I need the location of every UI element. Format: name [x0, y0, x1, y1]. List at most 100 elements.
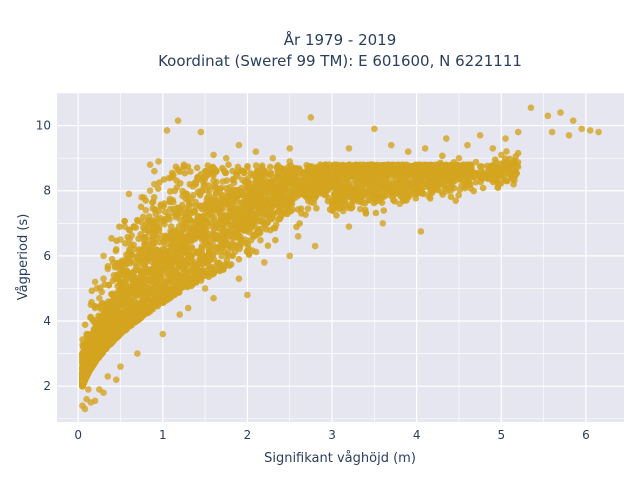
density-point — [134, 275, 141, 283]
density-point — [270, 224, 278, 232]
density-point — [313, 205, 320, 212]
density-point — [376, 167, 383, 175]
density-point — [156, 252, 163, 259]
density-point — [181, 169, 189, 177]
density-point — [193, 248, 201, 256]
density-point — [108, 290, 115, 298]
density-point — [200, 252, 207, 259]
density-point — [222, 169, 230, 177]
density-point — [156, 179, 163, 186]
density-point — [204, 162, 212, 169]
density-point — [81, 321, 89, 328]
density-point — [273, 200, 280, 208]
density-point — [259, 210, 267, 217]
density-point — [223, 256, 231, 264]
density-point — [200, 259, 208, 266]
density-point — [186, 201, 193, 208]
density-point — [207, 197, 215, 204]
density-point — [189, 192, 197, 199]
density-point — [262, 199, 269, 207]
density-point — [187, 168, 194, 175]
density-point — [167, 230, 175, 238]
density-point — [229, 227, 236, 234]
density-point — [165, 270, 172, 278]
density-point — [276, 215, 283, 223]
density-point — [243, 248, 251, 255]
density-point — [235, 255, 243, 263]
density-point — [202, 209, 209, 217]
density-point — [296, 220, 303, 227]
density-point — [252, 248, 260, 256]
density-point — [209, 252, 216, 260]
density-point — [254, 198, 262, 206]
density-point — [239, 198, 247, 206]
density-point — [180, 221, 188, 228]
density-point — [291, 165, 298, 172]
density-point — [252, 162, 260, 169]
density-point — [267, 170, 274, 178]
density-point — [197, 187, 205, 194]
density-point — [164, 214, 172, 221]
density-point — [245, 228, 253, 236]
density-point — [282, 178, 289, 186]
density-point — [95, 312, 102, 320]
density-point — [160, 299, 167, 306]
gridlines — [57, 92, 624, 422]
density-point — [252, 190, 260, 198]
density-point — [121, 217, 128, 225]
density-point — [264, 242, 272, 249]
density-point — [105, 281, 113, 289]
density-point — [129, 285, 137, 293]
density-point — [249, 172, 257, 179]
density-point — [157, 203, 165, 210]
density-point — [213, 178, 220, 186]
density-point — [285, 163, 293, 170]
density-point — [351, 170, 358, 178]
density-point — [187, 266, 195, 274]
density-point — [124, 233, 131, 241]
density-point — [233, 187, 241, 194]
density-point — [297, 205, 305, 212]
density-point — [243, 210, 251, 218]
density-point — [250, 184, 258, 192]
density-point — [143, 286, 151, 294]
density-point — [135, 235, 142, 243]
density-point — [186, 217, 194, 224]
density-point — [139, 213, 147, 221]
density-point — [152, 284, 160, 291]
density-point — [283, 173, 290, 180]
density-point — [113, 291, 120, 299]
density-point — [157, 274, 165, 282]
density-point — [195, 212, 202, 220]
density-point — [88, 287, 96, 295]
density-point — [161, 208, 169, 216]
data-points — [79, 104, 602, 413]
density-point — [160, 176, 168, 183]
density-point — [79, 343, 87, 351]
density-point — [206, 204, 214, 212]
density-point — [175, 258, 182, 266]
density-point — [202, 240, 210, 247]
density-point — [261, 221, 269, 229]
density-point — [132, 224, 140, 231]
density-point — [122, 299, 129, 307]
density-point — [217, 184, 225, 192]
density-point — [229, 234, 236, 241]
chart-title-line1: År 1979 - 2019 — [284, 30, 397, 49]
density-point — [208, 213, 216, 221]
density-point — [319, 189, 326, 197]
density-point — [228, 187, 235, 194]
density-point — [173, 184, 181, 191]
density-point — [116, 271, 124, 279]
density-point — [253, 231, 260, 238]
density-point — [282, 185, 289, 193]
density-point — [179, 192, 186, 200]
density-point — [236, 245, 243, 253]
density-point — [145, 217, 152, 225]
density-point — [219, 178, 227, 185]
density-point — [154, 185, 162, 192]
density-point — [233, 233, 241, 241]
density-point — [186, 280, 194, 287]
density-point — [225, 161, 232, 169]
density-point — [216, 210, 223, 218]
